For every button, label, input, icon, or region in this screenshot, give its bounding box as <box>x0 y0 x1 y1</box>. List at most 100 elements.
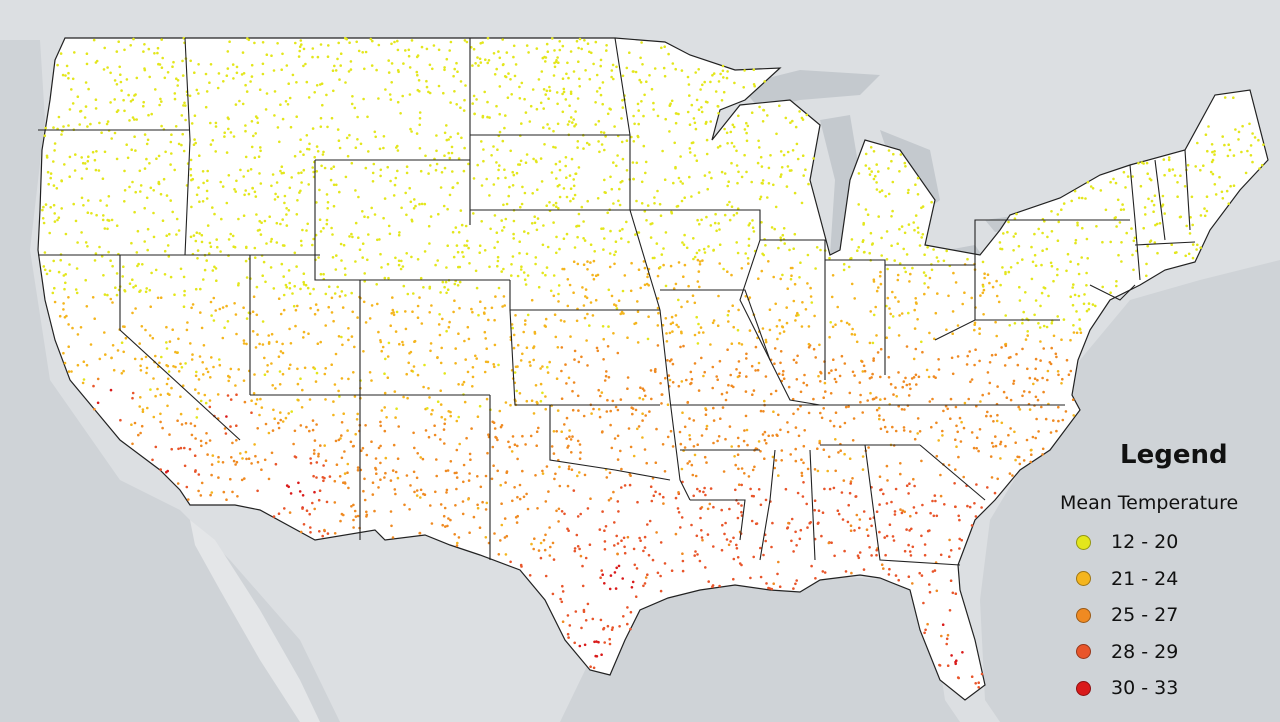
temperature-point <box>188 447 192 451</box>
temperature-point <box>49 206 52 209</box>
temperature-point <box>376 302 379 306</box>
temperature-point <box>94 168 98 172</box>
temperature-point <box>574 123 578 126</box>
temperature-point <box>512 44 516 48</box>
temperature-point <box>461 500 465 503</box>
temperature-point <box>363 67 366 71</box>
temperature-point <box>474 62 477 65</box>
temperature-point <box>295 115 299 118</box>
temperature-point <box>483 312 486 315</box>
temperature-point <box>1052 419 1055 422</box>
temperature-point <box>278 370 282 373</box>
temperature-point <box>1185 224 1188 228</box>
temperature-point <box>791 119 794 123</box>
temperature-point <box>930 200 933 204</box>
temperature-point <box>621 577 624 580</box>
temperature-point <box>157 62 160 66</box>
temperature-point <box>848 391 852 395</box>
temperature-point <box>362 350 365 353</box>
temperature-point <box>753 465 756 469</box>
temperature-point <box>1167 156 1171 159</box>
temperature-point <box>333 501 337 504</box>
temperature-point <box>511 255 515 258</box>
temperature-point <box>268 215 272 218</box>
temperature-point <box>561 267 564 271</box>
temperature-point <box>124 336 128 340</box>
temperature-point <box>847 265 851 269</box>
temperature-point <box>387 224 391 228</box>
temperature-point <box>197 63 200 66</box>
temperature-point <box>668 331 672 335</box>
temperature-point <box>531 88 535 91</box>
temperature-point <box>513 74 517 78</box>
temperature-point <box>978 359 981 363</box>
temperature-point <box>337 139 341 142</box>
temperature-point <box>247 457 251 461</box>
temperature-point <box>576 146 579 149</box>
temperature-point <box>210 356 213 359</box>
temperature-point <box>399 267 403 271</box>
temperature-point <box>916 417 920 420</box>
temperature-point <box>635 199 638 203</box>
temperature-point <box>521 185 524 189</box>
temperature-point <box>712 545 715 548</box>
temperature-point <box>812 347 816 351</box>
temperature-point <box>636 427 639 431</box>
temperature-point <box>442 91 445 95</box>
temperature-point <box>505 534 509 538</box>
temperature-point <box>64 74 67 77</box>
temperature-point <box>732 325 735 329</box>
temperature-point <box>654 461 658 465</box>
temperature-point <box>974 348 977 352</box>
temperature-point <box>761 182 764 185</box>
temperature-point <box>516 495 519 499</box>
temperature-point <box>433 433 437 437</box>
temperature-point <box>377 43 381 47</box>
temperature-point <box>1209 170 1213 174</box>
temperature-point <box>608 637 611 641</box>
temperature-point <box>557 520 560 523</box>
temperature-point <box>103 331 106 334</box>
temperature-point <box>1178 215 1182 219</box>
temperature-point <box>543 143 546 146</box>
temperature-point <box>611 399 615 403</box>
temperature-point <box>1000 346 1003 349</box>
temperature-point <box>562 237 566 240</box>
temperature-point <box>626 387 629 391</box>
temperature-point <box>895 395 898 398</box>
temperature-point <box>439 361 443 365</box>
temperature-point <box>620 117 623 120</box>
temperature-point <box>932 248 935 251</box>
temperature-point <box>272 69 276 72</box>
temperature-point <box>187 498 190 501</box>
temperature-point <box>732 213 736 217</box>
temperature-point <box>875 289 879 293</box>
temperature-point <box>939 553 943 557</box>
temperature-point <box>567 529 570 532</box>
temperature-point <box>42 205 45 209</box>
temperature-point <box>366 115 369 119</box>
temperature-point <box>606 398 609 402</box>
temperature-point <box>908 529 911 532</box>
temperature-point <box>558 168 562 172</box>
temperature-point <box>680 199 684 203</box>
temperature-point <box>949 579 953 582</box>
temperature-point <box>612 202 615 205</box>
temperature-point <box>912 376 916 379</box>
temperature-point <box>534 256 538 259</box>
temperature-point <box>742 86 745 89</box>
temperature-point <box>257 155 261 158</box>
temperature-point <box>693 554 696 557</box>
temperature-point <box>712 72 716 75</box>
temperature-point <box>317 455 320 458</box>
temperature-point <box>486 115 489 119</box>
temperature-point <box>546 371 550 374</box>
temperature-point <box>290 410 294 413</box>
temperature-point <box>671 445 675 448</box>
temperature-point <box>80 231 83 234</box>
temperature-point <box>834 368 838 372</box>
temperature-point <box>1073 293 1077 297</box>
legend-item: 28 - 29 <box>1056 634 1266 671</box>
temperature-point <box>339 519 342 523</box>
temperature-point <box>1041 453 1044 456</box>
